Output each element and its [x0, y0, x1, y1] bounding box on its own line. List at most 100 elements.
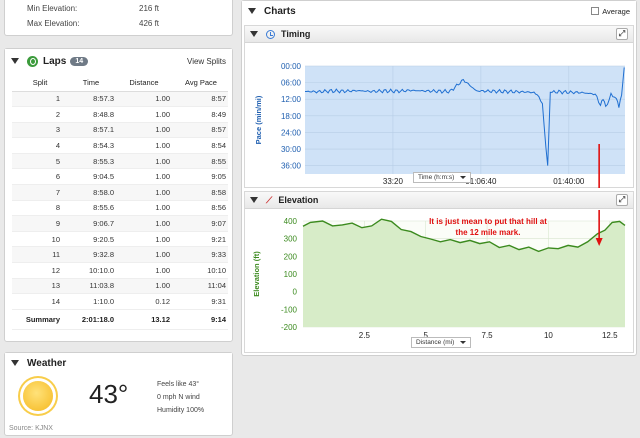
wind: 0 mph N wind — [157, 394, 200, 401]
split-cell: 1 — [12, 91, 68, 108]
expand-icon[interactable]: ⤢ — [616, 28, 628, 40]
table-row[interactable]: 3 8:57.1 1.00 8:57 — [12, 122, 228, 139]
laps-summary-row[interactable]: Summary 2:01:18.0 13.12 9:14 — [12, 308, 228, 330]
collapse-triangle-icon[interactable] — [248, 8, 256, 14]
elevation-summary-panel: Min Elevation: 216 ft Max Elevation: 426… — [4, 0, 233, 36]
distance-cell: 13.12 — [118, 308, 176, 330]
pace-cell: 10:10 — [176, 262, 228, 279]
laps-icon — [27, 55, 38, 67]
average-checkbox[interactable] — [591, 7, 600, 15]
time-cell: 9:32.8 — [68, 246, 118, 264]
distance-cell: 1.00 — [118, 278, 176, 295]
distance-cell: 1.00 — [118, 262, 176, 279]
weather-header: Weather — [5, 353, 232, 373]
min-elevation-row: Min Elevation: 216 ft — [27, 4, 159, 13]
elevation-x-axis-select[interactable]: Distance (mi) — [411, 337, 472, 348]
pace-cell: 8:55 — [176, 153, 228, 170]
view-splits-link[interactable]: View Splits — [187, 56, 226, 66]
pace-cell: 8:58 — [176, 184, 228, 201]
split-cell: 10 — [12, 231, 68, 248]
sun-icon — [23, 381, 53, 411]
collapse-triangle-icon[interactable] — [250, 31, 258, 37]
split-cell: 8 — [12, 200, 68, 217]
x-tick-label: 5 — [423, 331, 428, 340]
time-cell: 2:01:18.0 — [68, 308, 118, 330]
humidity: Humidity 100% — [157, 407, 205, 414]
average-toggle[interactable]: Average — [591, 7, 630, 16]
split-cell: 4 — [12, 137, 68, 154]
split-cell: 14 — [12, 293, 68, 310]
table-row[interactable]: 7 8:58.0 1.00 8:58 — [12, 184, 228, 201]
pace-cell: 11:04 — [176, 278, 228, 295]
laps-title: Laps — [43, 55, 67, 67]
annotation-text-line2: the 12 mile mark. — [456, 228, 521, 237]
table-row[interactable]: 9 9:06.7 1.00 9:07 — [12, 215, 228, 232]
chevron-down-icon — [460, 176, 467, 179]
x-tick-label: 12.5 — [602, 331, 618, 340]
table-row[interactable]: 10 9:20.5 1.00 9:21 — [12, 231, 228, 248]
laps-header: Laps 14 View Splits — [5, 49, 232, 69]
col-time[interactable]: Time — [68, 74, 118, 92]
table-row[interactable]: 5 8:55.3 1.00 8:55 — [12, 153, 228, 170]
table-row[interactable]: 13 11:03.8 1.00 11:04 — [12, 278, 228, 295]
pace-cell: 9:21 — [176, 231, 228, 248]
split-cell: 5 — [12, 153, 68, 170]
time-cell: 9:20.5 — [68, 231, 118, 248]
elevation-area-fill — [303, 219, 625, 327]
timing-plot[interactable]: 00:00 06:00 12:00 18:00 24:00 30:00 36:00 33:20… — [245, 44, 633, 188]
distance-cell: 1.00 — [118, 137, 176, 154]
elevation-y-axis-label: Elevation (ft) — [252, 251, 261, 297]
timing-plot-area — [305, 66, 625, 174]
timing-x-axis-select[interactable]: Time (h:m:s) — [413, 172, 472, 183]
table-row[interactable]: 2 8:48.8 1.00 8:49 — [12, 106, 228, 123]
distance-cell: 0.12 — [118, 293, 176, 310]
distance-cell: 1.00 — [118, 122, 176, 139]
timing-header: Timing ⤢ — [245, 26, 633, 43]
elevation-chart: ⟋ Elevation ⤢ 400 300 200 100 0 -100 -200 2.5 5 7… — [244, 191, 634, 353]
time-cell: 10:10.0 — [68, 262, 118, 279]
pace-cell: 8:54 — [176, 137, 228, 154]
laps-panel: Laps 14 View Splits Split Time Distance … — [4, 48, 233, 342]
collapse-triangle-icon[interactable] — [11, 58, 19, 64]
elevation-icon: ⟋ — [266, 194, 273, 205]
col-split[interactable]: Split — [12, 74, 68, 92]
distance-cell: 1.00 — [118, 168, 176, 186]
chevron-down-icon — [460, 341, 467, 344]
table-row[interactable]: 4 8:54.3 1.00 8:54 — [12, 137, 228, 154]
table-row[interactable]: 14 1:10.0 0.12 9:31 — [12, 293, 228, 310]
pace-cell: 8:57 — [176, 122, 228, 139]
table-row[interactable]: 11 9:32.8 1.00 9:33 — [12, 246, 228, 264]
pace-cell: 9:31 — [176, 293, 228, 310]
distance-cell: 1.00 — [118, 184, 176, 201]
distance-cell: 1.00 — [118, 106, 176, 123]
split-cell: Summary — [12, 308, 68, 330]
table-row[interactable]: 6 9:04.5 1.00 9:05 — [12, 168, 228, 186]
charts-panel: Charts Average Timing ⤢ 00:00 06:00 12:00 1… — [241, 0, 637, 356]
table-row[interactable]: 8 8:55.6 1.00 8:56 — [12, 200, 228, 217]
split-cell: 6 — [12, 168, 68, 186]
charts-title: Charts — [264, 5, 296, 17]
timing-y-axis-label: Pace (min/mi) — [254, 95, 263, 144]
distance-cell: 1.00 — [118, 231, 176, 248]
col-distance[interactable]: Distance — [118, 74, 176, 92]
x-tick-label: 01:06:40 — [465, 177, 497, 186]
elevation-plot[interactable]: 400 300 200 100 0 -100 -200 2.5 5 7.5 10 12.5 Elevat… — [245, 210, 633, 354]
table-row[interactable]: 1 8:57.3 1.00 8:57 — [12, 91, 228, 108]
expand-icon[interactable]: ⤢ — [616, 194, 628, 206]
pace-cell: 9:14 — [176, 308, 228, 330]
min-elevation-value: 216 ft — [139, 4, 160, 13]
y-tick-label: 200 — [284, 252, 298, 261]
table-row[interactable]: 12 10:10.0 1.00 10:10 — [12, 262, 228, 279]
split-cell: 7 — [12, 184, 68, 201]
collapse-triangle-icon[interactable] — [250, 197, 258, 203]
col-avg-pace[interactable]: Avg Pace — [176, 74, 228, 92]
distance-cell: 1.00 — [118, 200, 176, 217]
distance-cell: 1.00 — [118, 215, 176, 232]
time-cell: 9:04.5 — [68, 168, 118, 186]
temperature: 43° — [89, 379, 129, 409]
distance-cell: 1.00 — [118, 91, 176, 108]
timing-title: Timing — [281, 29, 311, 39]
collapse-triangle-icon[interactable] — [11, 360, 19, 366]
time-cell: 8:55.6 — [68, 200, 118, 217]
clock-icon — [266, 29, 275, 39]
